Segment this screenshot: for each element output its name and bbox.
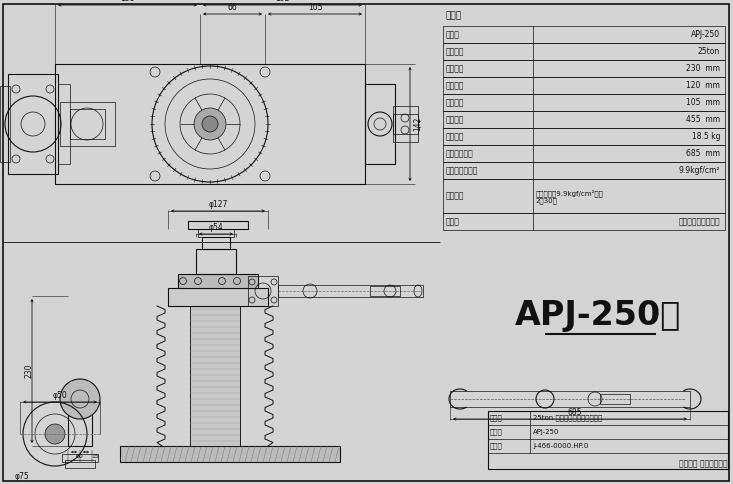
Text: 本体質量: 本体質量 [446, 132, 465, 141]
Bar [600, 394, 630, 404]
Bar [168, 288, 268, 306]
Bar [278, 285, 423, 297]
Text: 60: 60 [76, 454, 84, 459]
Text: 〔エアー圧9.9kgf/cm²時〕: 〔エアー圧9.9kgf/cm²時〕 [536, 189, 604, 197]
Text: APJ-250: APJ-250 [691, 30, 720, 39]
Text: 120  mm: 120 mm [686, 81, 720, 90]
Text: 仕　様: 仕 様 [446, 11, 462, 20]
Bar [443, 77, 725, 94]
Bar [443, 128, 725, 145]
Bar [68, 391, 92, 446]
Text: J-466-0000.HP.0: J-466-0000.HP.0 [533, 443, 589, 449]
Text: 油圧揚程: 油圧揚程 [446, 81, 465, 90]
Text: φ75: φ75 [15, 472, 29, 481]
Bar [370, 286, 400, 296]
Bar [443, 111, 725, 128]
Bar [443, 94, 725, 111]
Bar [443, 60, 725, 77]
Text: 使用エアー圧力: 使用エアー圧力 [446, 166, 479, 175]
Bar [65, 460, 95, 468]
Text: φ127: φ127 [208, 200, 228, 209]
Text: 名　称: 名 称 [490, 415, 503, 421]
Circle shape [60, 379, 100, 419]
Bar [443, 43, 725, 60]
Text: 呼称荷重: 呼称荷重 [446, 47, 465, 56]
Bar [248, 276, 278, 306]
Text: 型　式: 型 式 [446, 30, 460, 39]
Text: 25ton エアーハイドロジャッキ: 25ton エアーハイドロジャッキ [533, 415, 603, 421]
Bar [443, 179, 725, 213]
Bar [443, 145, 725, 162]
Text: 最低高さ: 最低高さ [446, 64, 465, 73]
Bar [393, 106, 418, 142]
Text: 9.9kgf/cm²: 9.9kgf/cm² [679, 166, 720, 175]
Text: ハンドル長さ: ハンドル長さ [446, 149, 474, 158]
Bar [202, 237, 230, 249]
Text: 192: 192 [276, 0, 290, 3]
Text: 230  mm: 230 mm [686, 64, 720, 73]
Bar [488, 411, 728, 469]
Text: 455  mm: 455 mm [686, 115, 720, 124]
Text: 685: 685 [568, 408, 582, 417]
Bar [178, 274, 258, 288]
Bar [450, 391, 690, 407]
Circle shape [202, 116, 218, 132]
Text: 15: 15 [91, 454, 99, 459]
Bar [55, 64, 365, 184]
Text: APJ-250: APJ-250 [533, 429, 559, 435]
Bar [443, 26, 725, 43]
Text: 株式会社 マサダ製作所: 株式会社 マサダ製作所 [679, 459, 728, 468]
Text: 図番号: 図番号 [490, 443, 503, 449]
Text: 230: 230 [24, 364, 34, 378]
Bar [190, 301, 240, 446]
Text: φ54: φ54 [209, 223, 224, 232]
Text: 2分30秒: 2分30秒 [536, 197, 558, 204]
Circle shape [194, 108, 226, 140]
Text: 上昇時間: 上昇時間 [446, 192, 465, 200]
Bar [393, 114, 418, 134]
Text: 66: 66 [228, 3, 237, 12]
Text: ネジ伸長: ネジ伸長 [446, 98, 465, 107]
Text: 18.5 kg: 18.5 kg [691, 132, 720, 141]
Bar [188, 221, 248, 229]
Bar [8, 74, 58, 174]
Text: 105: 105 [308, 3, 323, 12]
Bar [196, 249, 236, 274]
Bar [58, 84, 70, 164]
Bar [198, 229, 234, 237]
Text: 105  mm: 105 mm [686, 98, 720, 107]
Bar [443, 213, 725, 230]
Text: 最高高さ: 最高高さ [446, 115, 465, 124]
Text: 型　式: 型 式 [490, 429, 503, 435]
Circle shape [45, 424, 65, 444]
Text: 685  mm: 685 mm [686, 149, 720, 158]
Text: φ50: φ50 [53, 391, 67, 400]
Bar [60, 102, 115, 146]
Text: 25ton: 25ton [698, 47, 720, 56]
Text: ライトスカーレット: ライトスカーレット [678, 217, 720, 226]
Bar [120, 446, 340, 462]
Bar [365, 84, 395, 164]
Bar [0, 86, 10, 162]
Bar [443, 162, 725, 179]
Bar [62, 454, 98, 462]
Text: APJ-250型: APJ-250型 [515, 300, 681, 333]
Text: 138: 138 [120, 0, 135, 3]
Text: 142: 142 [413, 117, 422, 131]
Bar [190, 301, 240, 446]
Bar [70, 109, 105, 139]
Text: 塗装色: 塗装色 [446, 217, 460, 226]
